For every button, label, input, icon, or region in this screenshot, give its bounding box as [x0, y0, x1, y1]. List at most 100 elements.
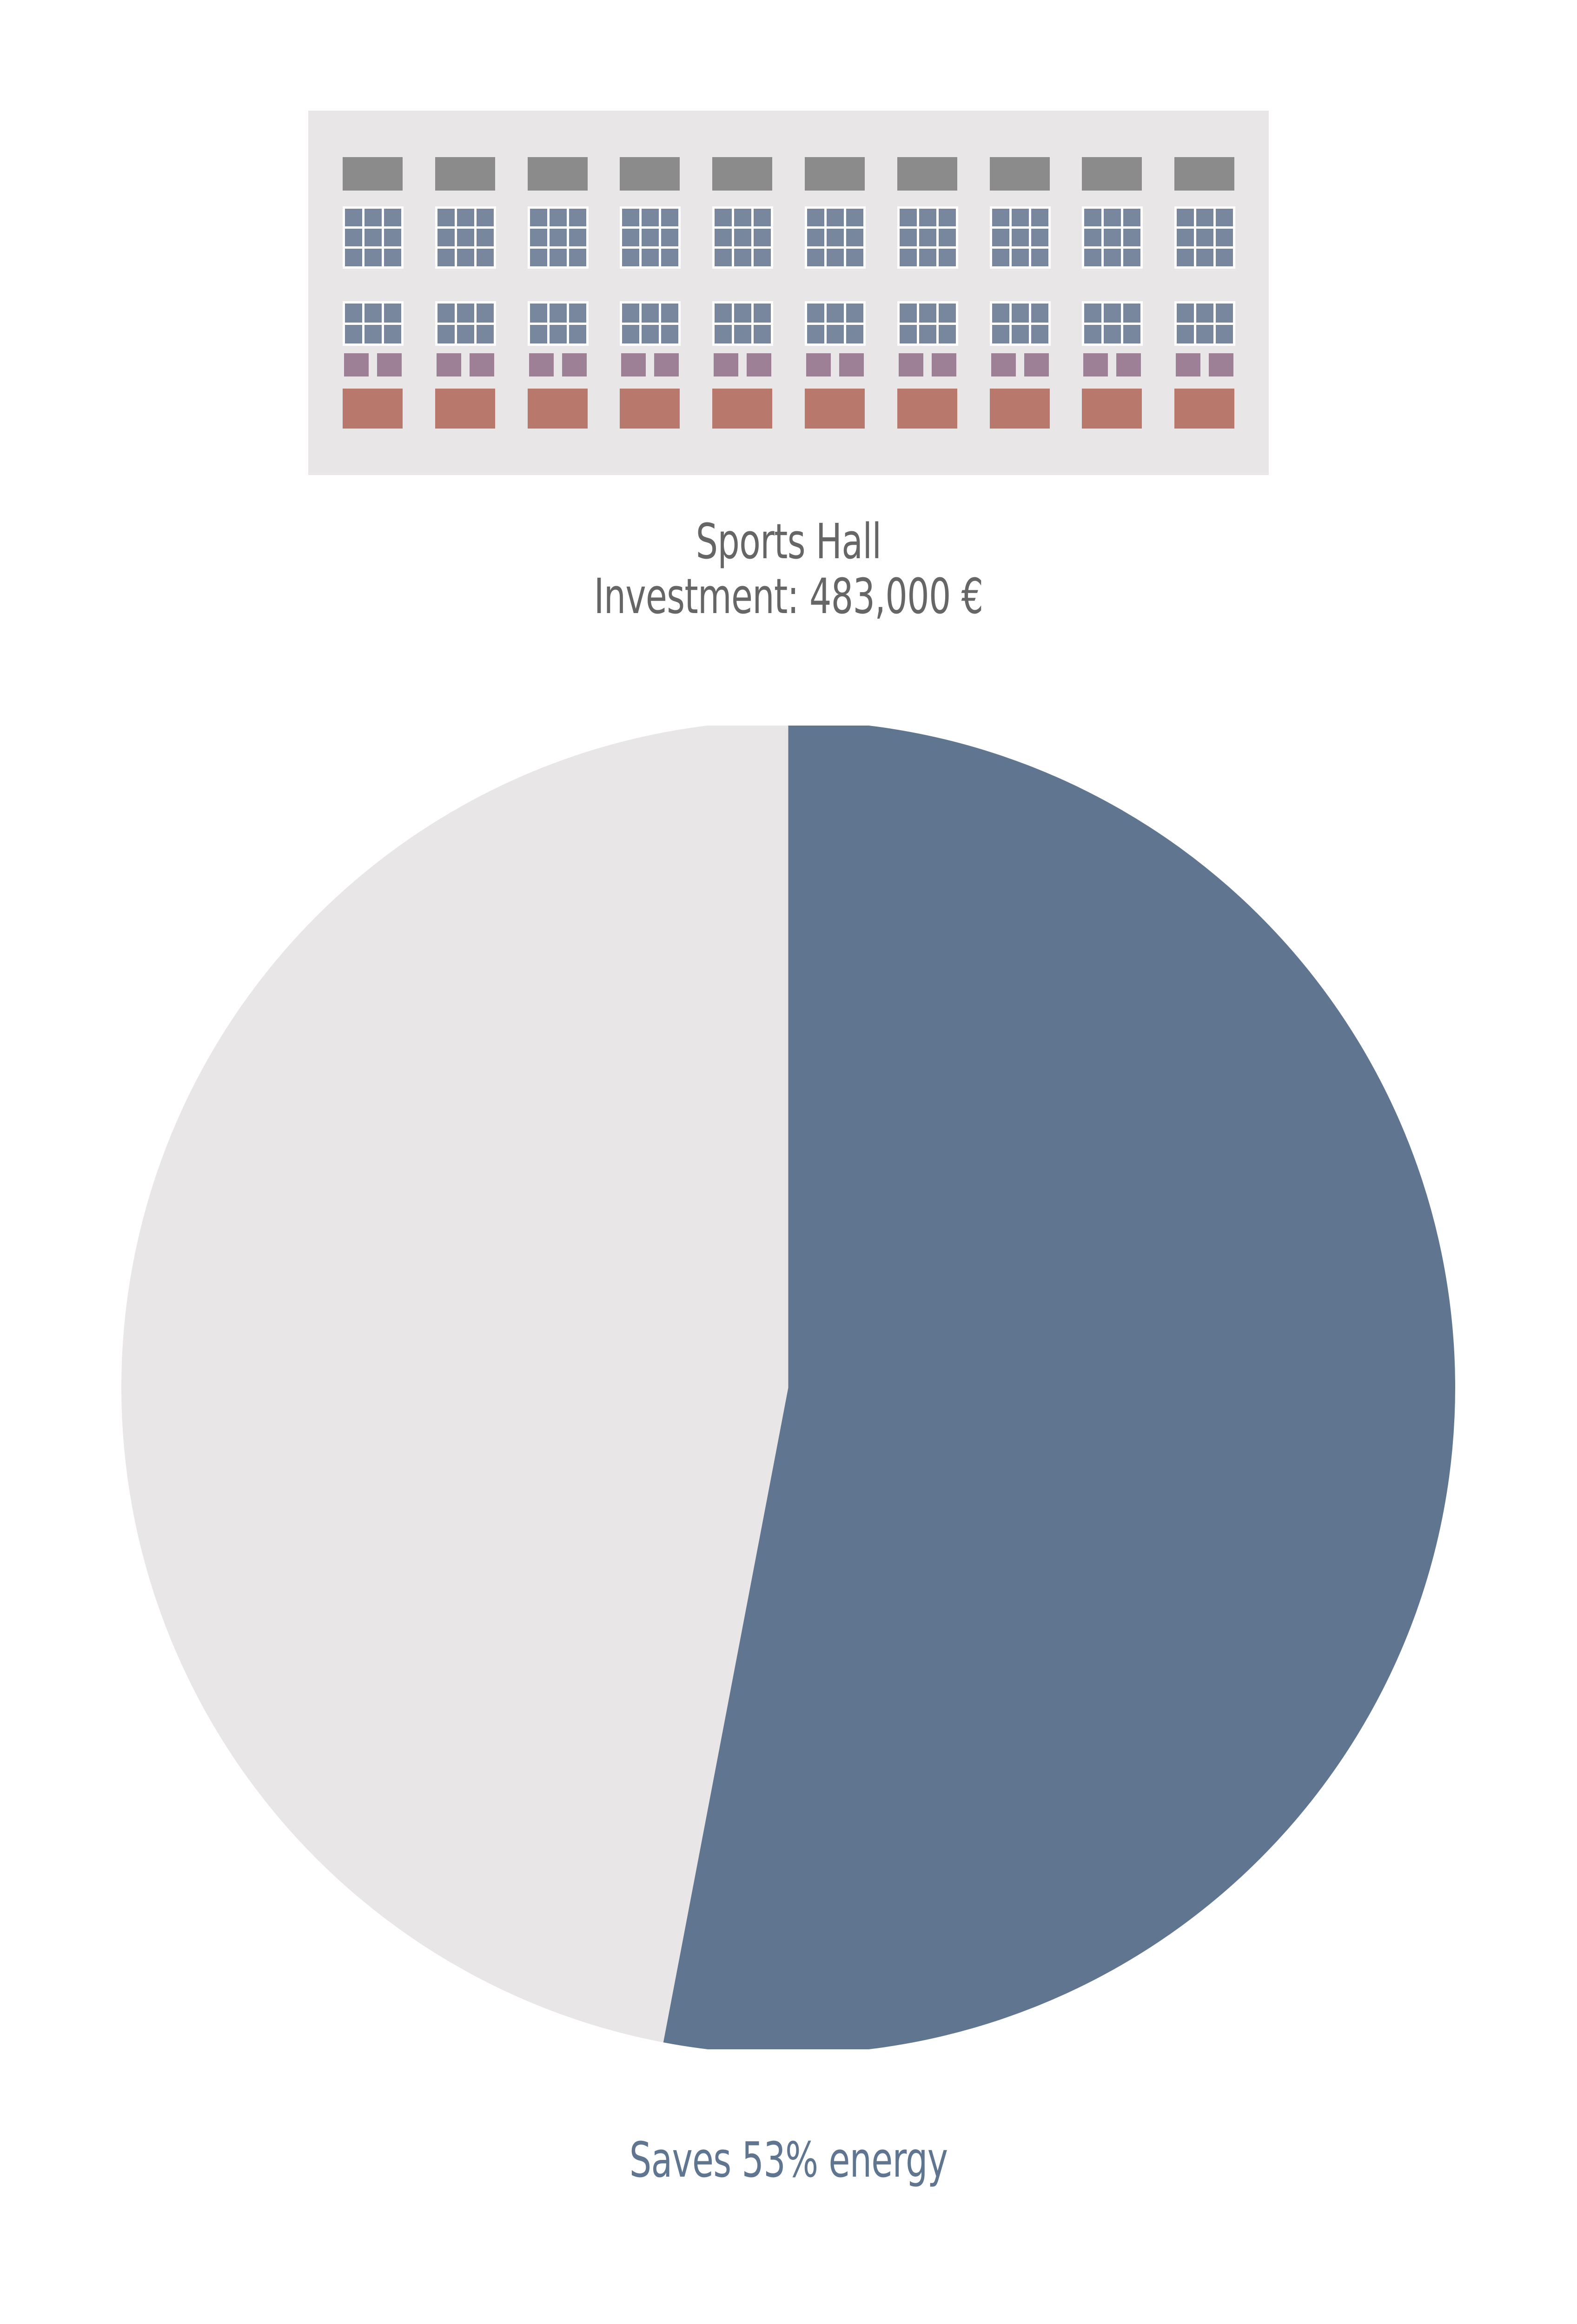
- window-pane: [476, 229, 494, 246]
- window-pane: [754, 304, 771, 323]
- window-pane: [1031, 249, 1048, 266]
- building-roof-block: [1174, 157, 1235, 191]
- window-pane: [807, 209, 824, 226]
- window-pane: [1084, 324, 1102, 343]
- window-pane: [919, 304, 936, 323]
- window-pane: [549, 229, 567, 246]
- window-pane: [622, 249, 640, 266]
- mid-block: [1116, 353, 1141, 376]
- window-pane: [754, 249, 771, 266]
- window-pane: [622, 304, 640, 323]
- window-pane: [364, 249, 382, 266]
- mid-block-row: [714, 353, 772, 376]
- lower-window-grid: [897, 301, 958, 346]
- window-pane: [1196, 229, 1214, 246]
- window-pane: [345, 209, 362, 226]
- lower-window-grid: [1082, 301, 1143, 346]
- investment-label: Investment: 483,000 €: [594, 568, 984, 625]
- mid-block: [1024, 353, 1049, 376]
- window-pane: [1104, 304, 1121, 323]
- window-pane: [437, 209, 455, 226]
- window-pane: [437, 324, 455, 343]
- building-roof-block: [712, 157, 773, 191]
- window-pane: [569, 324, 586, 343]
- window-pane: [992, 229, 1009, 246]
- window-pane: [1123, 249, 1141, 266]
- building-roof-block: [989, 157, 1050, 191]
- window-pane: [549, 304, 567, 323]
- window-pane: [807, 324, 824, 343]
- mid-block-row: [621, 353, 679, 376]
- window-pane: [1216, 304, 1233, 323]
- window-pane: [345, 324, 362, 343]
- window-pane: [754, 209, 771, 226]
- sports-hall-building-icon: [308, 111, 1269, 475]
- window-pane: [734, 229, 752, 246]
- window-pane: [622, 324, 640, 343]
- window-pane: [807, 229, 824, 246]
- window-pane: [827, 229, 844, 246]
- window-pane: [476, 209, 494, 226]
- building-roof-block: [897, 157, 957, 191]
- mid-block-row: [898, 353, 956, 376]
- window-pane: [364, 304, 382, 323]
- window-pane: [457, 209, 474, 226]
- window-pane: [754, 229, 771, 246]
- window-pane: [345, 249, 362, 266]
- window-pane: [661, 324, 679, 343]
- building-caption: Sports Hall Investment: 483,000 €: [158, 514, 1419, 624]
- window-pane: [384, 324, 401, 343]
- window-pane: [899, 249, 917, 266]
- building-door-block: [897, 389, 957, 429]
- building-column: [989, 111, 1051, 475]
- window-pane: [734, 249, 752, 266]
- window-pane: [919, 209, 936, 226]
- window-pane: [1011, 229, 1029, 246]
- building-door-block: [620, 389, 680, 429]
- mid-block: [1176, 353, 1201, 376]
- window-pane: [846, 229, 863, 246]
- window-pane: [530, 229, 547, 246]
- building-column: [712, 111, 774, 475]
- window-pane: [437, 229, 455, 246]
- window-pane: [899, 209, 917, 226]
- window-pane: [1011, 249, 1029, 266]
- window-pane: [476, 249, 494, 266]
- window-pane: [1011, 324, 1029, 343]
- window-pane: [715, 209, 732, 226]
- energy-savings-label: Saves 53% energy: [629, 2132, 948, 2188]
- window-pane: [530, 304, 547, 323]
- window-pane: [1031, 324, 1048, 343]
- window-pane: [992, 324, 1009, 343]
- building-roof-block: [527, 157, 588, 191]
- window-pane: [807, 249, 824, 266]
- energy-savings-pie-chart: [121, 726, 1455, 2049]
- window-pane: [364, 209, 382, 226]
- building-door-block: [343, 389, 403, 429]
- window-pane: [1177, 229, 1194, 246]
- upper-window-grid: [897, 206, 958, 269]
- window-pane: [919, 229, 936, 246]
- mid-block-row: [991, 353, 1049, 376]
- window-pane: [938, 249, 956, 266]
- building-door-block: [805, 389, 865, 429]
- building-roof-block: [805, 157, 865, 191]
- window-pane: [715, 249, 732, 266]
- mid-block: [839, 353, 864, 376]
- window-pane: [384, 229, 401, 246]
- pie-slice: [663, 726, 1455, 2049]
- window-pane: [384, 209, 401, 226]
- window-pane: [384, 304, 401, 323]
- window-pane: [807, 304, 824, 323]
- window-pane: [827, 324, 844, 343]
- lower-window-grid: [989, 301, 1051, 346]
- window-pane: [661, 249, 679, 266]
- mid-block: [377, 353, 402, 376]
- building-column: [527, 111, 589, 475]
- mid-block: [469, 353, 494, 376]
- window-pane: [661, 209, 679, 226]
- window-pane: [1011, 209, 1029, 226]
- window-pane: [457, 249, 474, 266]
- mid-block: [1083, 353, 1108, 376]
